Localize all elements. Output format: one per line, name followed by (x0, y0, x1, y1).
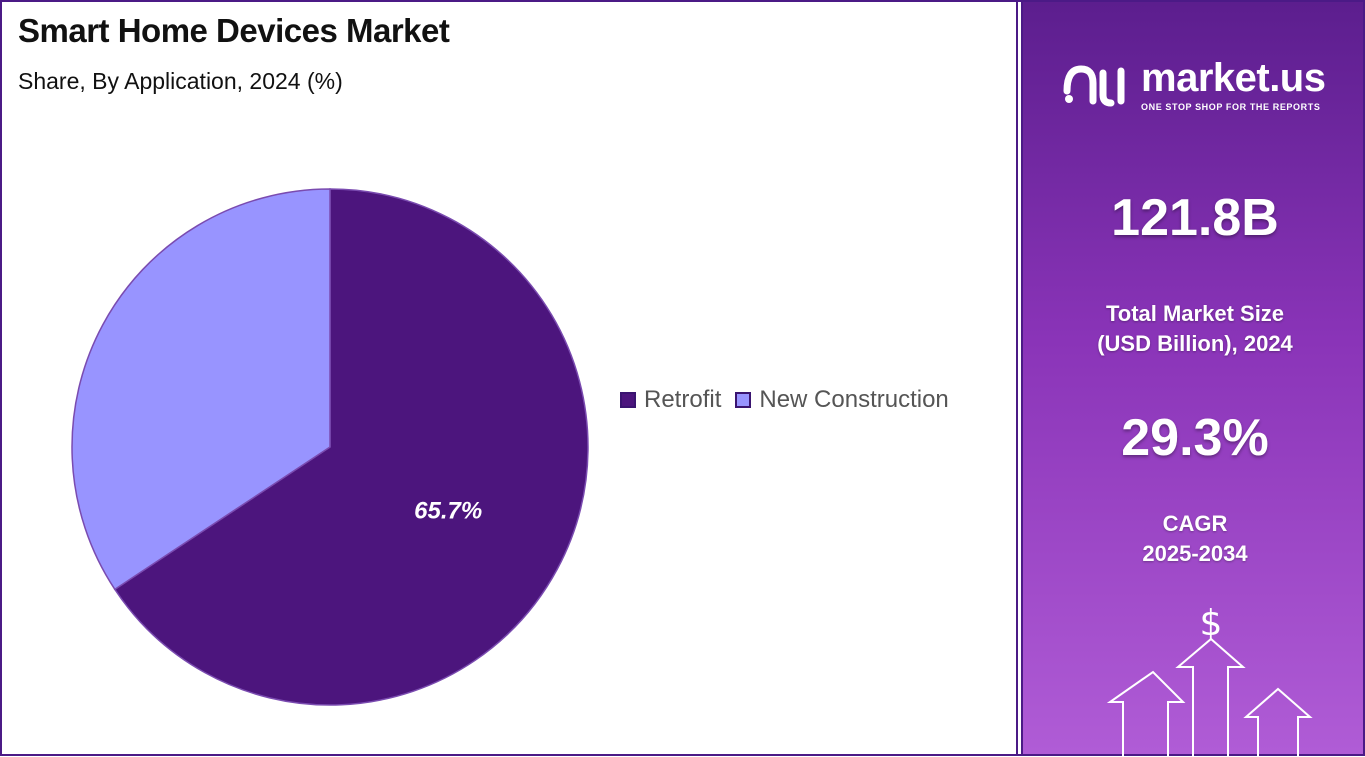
market-size-label-line2: (USD Billion), 2024 (1097, 331, 1293, 356)
legend-label-new-construction: New Construction (759, 386, 949, 413)
legend-swatch-retrofit (620, 392, 636, 408)
chart-panel: Smart Home Devices Market Share, By Appl… (0, 0, 1018, 756)
legend-item-new-construction: New Construction (735, 386, 949, 414)
data-label-retrofit: 65.7% (414, 498, 482, 525)
brand-name: market.us (1141, 56, 1326, 100)
dollar-sign-icon: $ (1200, 603, 1223, 644)
pie-slice-new-construction (71, 188, 331, 591)
legend-item-retrofit: Retrofit (620, 386, 721, 414)
legend-label-retrofit: Retrofit (644, 386, 722, 413)
brand-logo: market.us ONE STOP SHOP FOR THE REPORTS (1063, 56, 1326, 112)
cagr-label-line1: CAGR (1162, 511, 1228, 536)
chart-title: Smart Home Devices Market (18, 12, 450, 49)
summary-panel: market.us ONE STOP SHOP FOR THE REPORTS … (1021, 0, 1365, 757)
cagr-label-line2: 2025-2034 (1142, 541, 1248, 566)
cagr-value: 29.3% (1121, 409, 1269, 467)
chart-legend: Retrofit New Construction (620, 386, 949, 414)
growth-arrows-icon: $ (1106, 603, 1313, 757)
brand-tagline: ONE STOP SHOP FOR THE REPORTS (1141, 102, 1321, 112)
market-size-value: 121.8B (1111, 189, 1279, 247)
chart-subtitle: Share, By Application, 2024 (%) (18, 68, 343, 94)
market-us-logo-icon (1063, 65, 1125, 107)
legend-swatch-new-construction (735, 392, 752, 408)
pie-slice-retrofit (113, 188, 589, 706)
market-size-label-line1: Total Market Size (1105, 301, 1285, 326)
pie-chart: 65.7% (71, 188, 589, 706)
